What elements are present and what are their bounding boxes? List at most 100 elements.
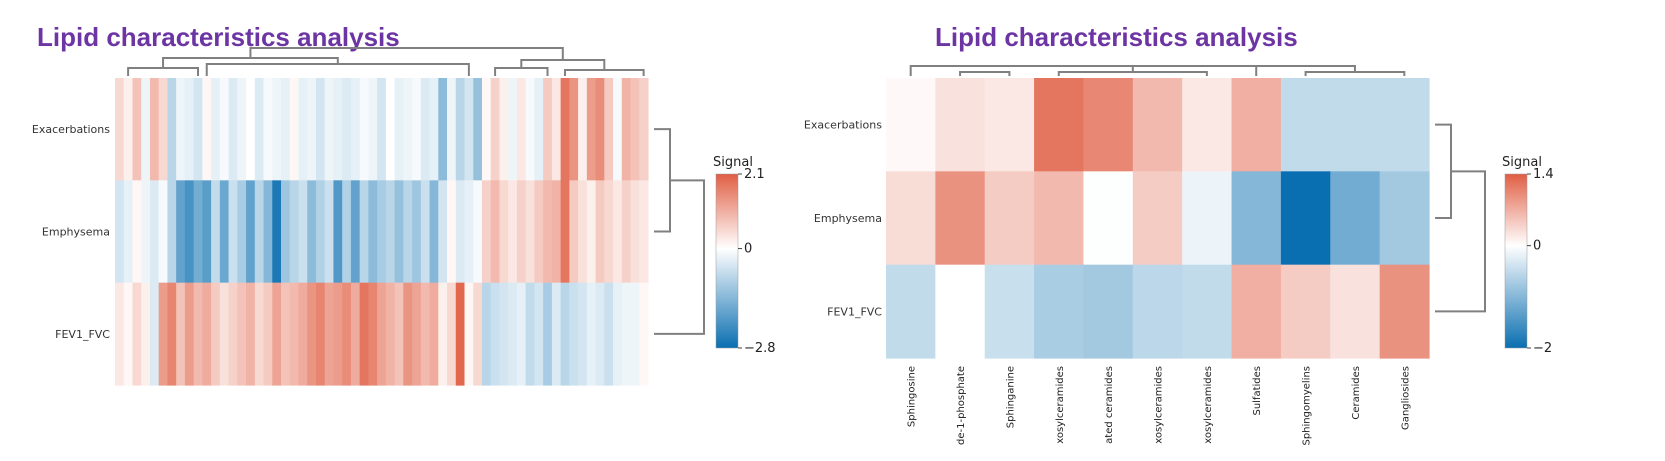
heatmap-cell — [307, 282, 317, 386]
heatmap-cell — [149, 282, 160, 386]
heatmap-cell — [455, 282, 466, 386]
heatmap-cell — [473, 180, 483, 284]
heatmap-cell — [569, 180, 579, 284]
heatmap-cell — [246, 282, 256, 386]
heatmap-cell — [202, 180, 212, 284]
heatmap-cell — [202, 78, 212, 181]
heatmap-cell — [569, 78, 579, 181]
heatmap-cell — [263, 282, 273, 386]
heatmap-cell — [350, 78, 361, 181]
heatmap-cell — [403, 78, 413, 181]
heatmap-cell — [499, 282, 509, 386]
row-label: Exacerbations — [32, 123, 110, 136]
heatmap-cell — [1280, 264, 1331, 359]
heatmap-cell — [176, 282, 186, 386]
column-label: de-1-phosphate — [956, 366, 967, 445]
heatmap-cell — [639, 282, 649, 386]
heatmap-cell — [359, 78, 369, 181]
heatmap-cell — [578, 78, 588, 181]
heatmap-cell — [254, 78, 265, 181]
heatmap-cell — [516, 78, 527, 181]
heatmap-cell — [158, 282, 169, 386]
heatmap-cell — [228, 78, 238, 181]
column-dendrogram — [249, 47, 564, 60]
heatmap-cell — [621, 282, 632, 386]
heatmap-cell — [211, 78, 221, 181]
heatmap-cell — [543, 180, 553, 284]
heatmap-cell — [551, 180, 562, 284]
heatmap-cell — [254, 282, 265, 386]
heatmap-cell — [324, 180, 335, 284]
heatmap-cell — [595, 78, 605, 181]
heatmap-cell — [115, 282, 125, 386]
heatmap-cell — [385, 180, 396, 284]
heatmap-cell — [315, 78, 326, 181]
heatmap-cell — [630, 180, 640, 284]
heatmap-cell — [281, 180, 291, 284]
column-label: xosylceramides — [1203, 366, 1214, 444]
heatmap-cell — [481, 78, 492, 181]
chart-title: Lipid characteristics analysis — [935, 22, 1298, 52]
heatmap-cell — [1182, 171, 1233, 266]
heatmap-cell — [412, 78, 422, 181]
heatmap-cell — [211, 180, 221, 284]
heatmap-cell — [551, 78, 562, 181]
heatmap-cell — [551, 282, 562, 386]
column-dendrogram — [205, 63, 470, 76]
heatmap-cell — [490, 180, 501, 284]
heatmap-cell — [272, 78, 282, 181]
row-dendrogram — [654, 128, 671, 233]
heatmap-cell — [333, 78, 343, 181]
heatmap-cell — [307, 78, 317, 181]
heatmap-cell — [132, 180, 142, 284]
heatmap-cell — [412, 180, 422, 284]
heatmap-cell — [1330, 264, 1381, 359]
heatmap-cell — [1280, 171, 1331, 266]
heatmap-cell — [935, 171, 986, 266]
heatmap-cell — [394, 180, 404, 284]
heatmap-cell — [141, 180, 151, 284]
heatmap-cell — [630, 78, 640, 181]
heatmap-cell — [1132, 264, 1183, 359]
heatmap-cell — [447, 78, 457, 181]
heatmap-cell — [595, 180, 605, 284]
heatmap-cell — [613, 282, 623, 386]
colorbar-title: Signal — [713, 155, 753, 170]
heatmap-cell — [359, 180, 369, 284]
heatmap-cell — [604, 78, 614, 181]
heatmap-cell — [246, 78, 256, 181]
heatmap-cell — [560, 78, 570, 181]
heatmap-cell — [1034, 171, 1085, 266]
colorbar — [715, 173, 739, 349]
heatmap-cell — [333, 282, 343, 386]
row-label: Emphysema — [814, 212, 882, 225]
heatmap-cell — [604, 282, 614, 386]
heatmap-cell — [639, 78, 649, 181]
heatmap-cell — [508, 180, 518, 284]
heatmap-cell — [604, 180, 614, 284]
heatmap-cell — [385, 78, 396, 181]
heatmap-cell — [132, 78, 142, 181]
heatmap-cell — [412, 282, 422, 386]
heatmap-cell — [149, 78, 160, 181]
column-label: Ceramides — [1351, 366, 1362, 420]
heatmap-cell — [481, 180, 492, 284]
column-dendrogram — [127, 67, 200, 76]
heatmap-cell — [455, 180, 466, 284]
heatmap-cell — [1182, 78, 1233, 172]
column-dendrogram — [1057, 71, 1208, 76]
heatmap-cell — [123, 282, 134, 386]
heatmap-cell — [289, 180, 300, 284]
heatmap-cell — [455, 78, 466, 181]
heatmap-cell — [586, 180, 597, 284]
colorbar-tick-label: 0 — [1533, 239, 1541, 254]
column-label: Sulfatides — [1252, 366, 1263, 416]
heatmap-cell — [1083, 171, 1134, 266]
heatmap-cell — [202, 282, 212, 386]
heatmap-cell — [219, 282, 230, 386]
heatmap-cell — [1379, 264, 1430, 359]
heatmap-cell — [429, 282, 439, 386]
heatmap-cell — [481, 282, 492, 386]
row-dendrogram — [1435, 123, 1452, 219]
heatmap-cell — [141, 282, 151, 386]
